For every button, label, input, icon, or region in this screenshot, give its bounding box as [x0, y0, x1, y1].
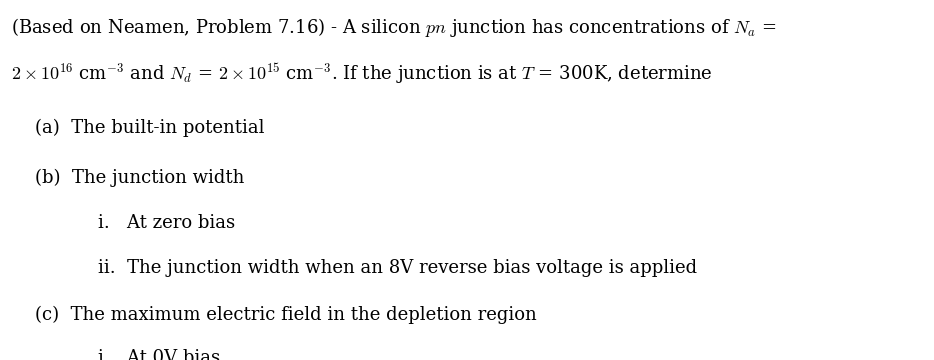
- Text: $2 \times 10^{16}$ cm$^{-3}$ and $N_d$ = $2 \times 10^{15}$ cm$^{-3}$. If the ju: $2 \times 10^{16}$ cm$^{-3}$ and $N_d$ =…: [11, 61, 713, 86]
- Text: i.   At 0V bias: i. At 0V bias: [98, 349, 220, 360]
- Text: (c)  The maximum electric field in the depletion region: (c) The maximum electric field in the de…: [35, 306, 537, 324]
- Text: ii.  The junction width when an 8V reverse bias voltage is applied: ii. The junction width when an 8V revers…: [98, 259, 697, 277]
- Text: i.   At zero bias: i. At zero bias: [98, 214, 235, 232]
- Text: (a)  The built-in potential: (a) The built-in potential: [35, 119, 265, 137]
- Text: (b)  The junction width: (b) The junction width: [35, 169, 245, 188]
- Text: (Based on Neamen, Problem 7.16) - A silicon $pn$ junction has concentrations of : (Based on Neamen, Problem 7.16) - A sili…: [11, 16, 777, 39]
